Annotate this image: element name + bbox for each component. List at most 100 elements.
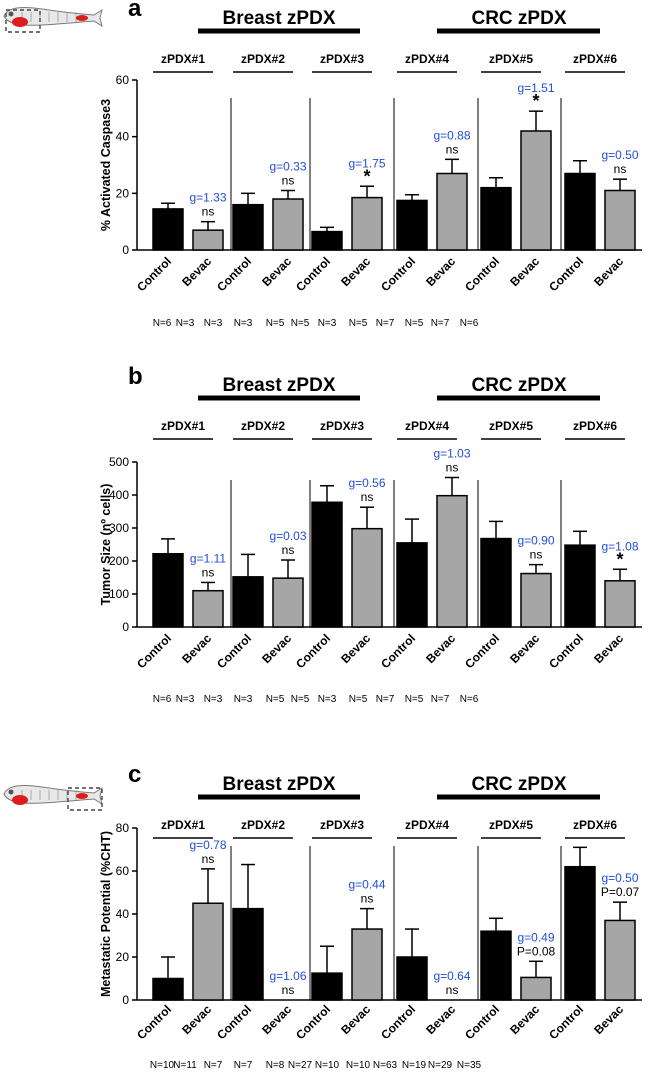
effect-size-label: g=1.08 <box>601 539 638 553</box>
significance-label: ns <box>446 142 459 156</box>
fish-body <box>3 7 103 28</box>
n-label: N=5 <box>291 694 310 705</box>
control-bar <box>396 199 428 251</box>
zebrafish-tumor-site-icon <box>3 7 103 33</box>
control-bar <box>152 208 184 251</box>
control-bar <box>232 576 264 628</box>
panel-a: a Breast zPDX CRC zPDX zPDX#1 zPDX#2 zPDX#3 zP… <box>99 0 642 329</box>
model-label: zPDX#3 <box>320 419 364 433</box>
fish-cht <box>76 15 88 21</box>
n-label: N=29 <box>428 1060 453 1071</box>
n-label: N=3 <box>176 318 195 329</box>
x-category-label: Bevac <box>507 1002 542 1037</box>
y-tick-label: 400 <box>109 488 129 502</box>
x-category-label: Control <box>546 1002 586 1042</box>
bevac-bar <box>192 902 224 1001</box>
bevac-bar <box>604 580 636 628</box>
control-bar <box>311 972 343 1001</box>
model-label: zPDX#6 <box>573 818 617 832</box>
x-category-label: Control <box>378 254 418 294</box>
panel-b: b Breast zPDX CRC zPDX zPDX#1 zPDX#2 zPDX#3 zP… <box>99 363 642 705</box>
dashed-box <box>5 9 41 33</box>
n-label: N=7 <box>234 1060 253 1071</box>
y-tick-label: 100 <box>109 587 129 601</box>
y-tick-label: 0 <box>122 620 129 634</box>
significance-label: ns <box>202 205 215 219</box>
y-tick-label: 40 <box>116 130 130 144</box>
y-tick-label: 0 <box>122 993 129 1007</box>
effect-size-label: g=0.03 <box>269 529 306 543</box>
effect-size-label: g=0.88 <box>433 128 470 142</box>
x-category-label: Control <box>214 1002 254 1042</box>
significance-label: ns <box>446 983 459 997</box>
model-label: zPDX#1 <box>161 818 205 832</box>
model-label: zPDX#5 <box>489 818 533 832</box>
panel-letter: c <box>128 761 141 788</box>
y-tick-label: 0 <box>122 243 129 257</box>
x-category-label: Bevac <box>179 631 214 666</box>
n-label: N=11 <box>173 1060 197 1071</box>
significance-label: * <box>532 91 539 111</box>
y-tick-label: 300 <box>109 521 129 535</box>
n-label: N=35 <box>457 1060 482 1071</box>
model-label: zPDX#3 <box>320 52 364 66</box>
n-label: N=6 <box>460 694 479 705</box>
n-label: N=5 <box>266 318 285 329</box>
x-category-label: Bevac <box>338 631 373 666</box>
effect-size-label: g=0.64 <box>433 969 470 983</box>
group-title: Breast zPDX <box>223 774 336 795</box>
significance-label: ns <box>361 490 374 504</box>
group-title: CRC zPDX <box>471 375 566 396</box>
model-label: zPDX#2 <box>241 52 285 66</box>
control-bar <box>480 186 512 251</box>
x-category-label: Control <box>293 254 333 294</box>
model-label: zPDX#4 <box>405 419 449 433</box>
model-label: zPDX#3 <box>320 818 364 832</box>
panel-letter: a <box>128 0 142 22</box>
bevac-bar <box>520 130 552 251</box>
x-category-label: Control <box>214 254 254 294</box>
effect-size-label: g=0.44 <box>348 878 385 892</box>
n-label: N=6 <box>153 694 172 705</box>
n-label: N=3 <box>234 694 253 705</box>
x-category-label: Control <box>293 1002 333 1042</box>
fish-tumor <box>12 795 28 805</box>
significance-label: * <box>616 549 623 569</box>
x-category-label: Control <box>546 631 586 671</box>
x-category-label: Bevac <box>179 254 214 289</box>
bevac-bar <box>604 919 636 1001</box>
x-category-label: Bevac <box>179 1002 214 1037</box>
significance-label: ns <box>282 983 295 997</box>
control-bar <box>396 956 428 1001</box>
x-category-label: Bevac <box>423 631 458 666</box>
significance-label: ns <box>202 852 215 866</box>
significance-label: P=0.08 <box>517 944 556 958</box>
x-category-label: Bevac <box>259 254 294 289</box>
n-label: N=3 <box>176 694 195 705</box>
x-category-label: Control <box>134 254 174 294</box>
effect-size-label: g=0.49 <box>517 930 554 944</box>
y-tick-label: 40 <box>116 907 130 921</box>
n-label: N=27 <box>288 1060 313 1071</box>
x-category-label: Control <box>214 631 254 671</box>
bevac-bar <box>272 577 304 628</box>
effect-size-label: g=1.51 <box>517 81 554 95</box>
x-category-label: Bevac <box>338 254 373 289</box>
y-tick-label: 20 <box>116 950 130 964</box>
effect-size-label: g=0.50 <box>601 871 638 885</box>
bevac-bar <box>436 494 468 628</box>
significance-label: ns <box>530 548 543 562</box>
n-label: N=3 <box>204 694 223 705</box>
control-bar <box>480 930 512 1001</box>
effect-size-label: g=1.06 <box>269 969 306 983</box>
y-tick-label: 20 <box>116 186 130 200</box>
bevac-bar <box>604 189 636 251</box>
n-label: N=7 <box>376 318 395 329</box>
n-label: N=7 <box>431 694 450 705</box>
n-label: N=6 <box>153 318 172 329</box>
model-label: zPDX#5 <box>489 52 533 66</box>
control-bar <box>152 552 184 628</box>
model-label: zPDX#1 <box>161 419 205 433</box>
group-title: CRC zPDX <box>471 8 566 29</box>
model-label: zPDX#5 <box>489 419 533 433</box>
